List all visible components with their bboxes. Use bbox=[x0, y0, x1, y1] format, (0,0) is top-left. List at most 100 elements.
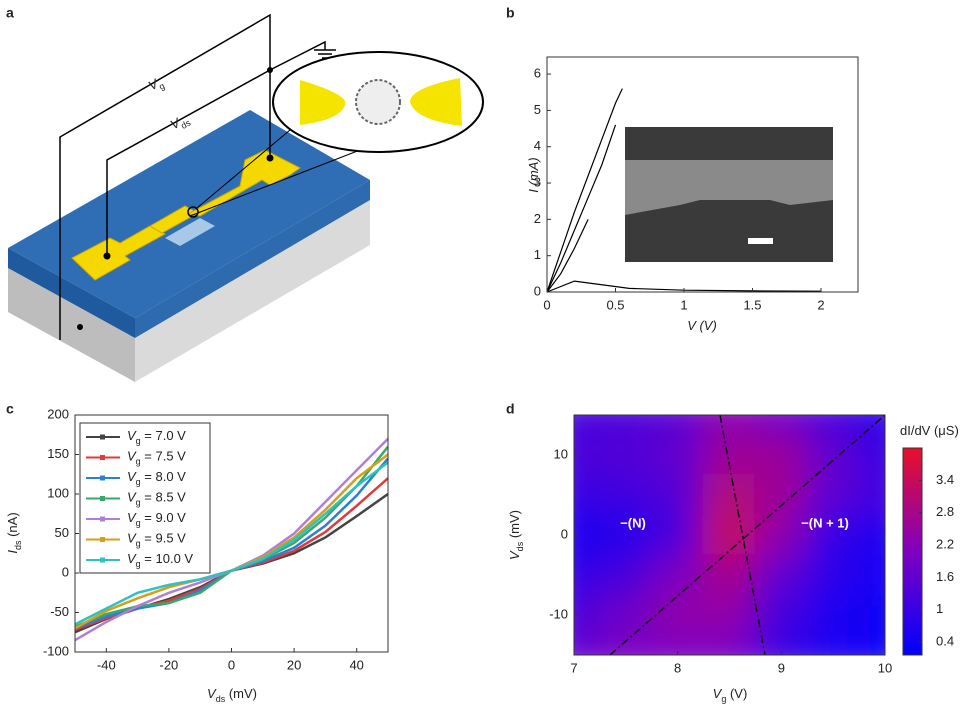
heatmap-cell bbox=[858, 474, 885, 516]
heatmap-cell bbox=[702, 415, 757, 436]
y-tick-label: -100 bbox=[43, 643, 69, 658]
heatmap-cell bbox=[574, 434, 601, 476]
inset-bridge bbox=[625, 160, 833, 215]
colorbar bbox=[902, 447, 923, 656]
heatmap-cell bbox=[598, 594, 653, 636]
guide-line bbox=[609, 415, 885, 655]
heatmap-cell bbox=[754, 554, 809, 596]
x-tick-label: 7 bbox=[570, 660, 577, 675]
data-line bbox=[74, 461, 389, 626]
y-tick-label: 10 bbox=[554, 446, 568, 461]
x-tick-label: 8 bbox=[674, 660, 681, 675]
heatmap-cell bbox=[574, 554, 601, 596]
y-tick-label: 6 bbox=[534, 66, 541, 81]
heatmap bbox=[574, 415, 885, 655]
heatmap-cell bbox=[650, 434, 705, 476]
y-axis-title: Vds (mV) bbox=[507, 510, 525, 560]
heatmap-cell bbox=[650, 554, 705, 596]
legend-label: Vg = 8.5 V bbox=[127, 490, 186, 508]
y-tick-label: 200 bbox=[47, 406, 69, 421]
legend-label: Vg = 8.0 V bbox=[127, 469, 186, 487]
heatmap-cell bbox=[598, 634, 653, 655]
colorbar-tick-label: 2.2 bbox=[936, 536, 954, 551]
heatmap-cell bbox=[574, 514, 601, 556]
x-tick-label: -40 bbox=[97, 657, 116, 672]
heatmap-cell bbox=[806, 514, 861, 556]
y-tick-label: 50 bbox=[55, 525, 69, 540]
heatmap-cell bbox=[858, 554, 885, 596]
y-tick-label: 100 bbox=[47, 485, 69, 500]
heatmap-cell bbox=[650, 594, 705, 636]
heatmap-cells bbox=[574, 415, 885, 655]
heatmap-cell bbox=[702, 474, 757, 516]
heatmap-cell bbox=[598, 434, 653, 476]
heatmap-cell bbox=[598, 415, 653, 436]
heatmap-cell bbox=[754, 415, 809, 436]
heatmap-cell bbox=[754, 474, 809, 516]
colorbar-tick-label: 3.4 bbox=[936, 472, 954, 487]
annotation: −(N) bbox=[620, 515, 646, 530]
scale-bar bbox=[748, 238, 773, 244]
data-line bbox=[546, 124, 617, 293]
heatmap-cell bbox=[702, 594, 757, 636]
heatmap-cell bbox=[598, 474, 653, 516]
heatmap-cell bbox=[754, 594, 809, 636]
heatmap-cell bbox=[650, 514, 705, 556]
panel-label: a bbox=[6, 5, 14, 21]
y-tick-label: 5 bbox=[534, 102, 541, 117]
heatmap-cell bbox=[574, 474, 601, 516]
legend-marker bbox=[100, 537, 105, 542]
heatmap-cell bbox=[702, 634, 757, 655]
x-tick-label: 40 bbox=[349, 657, 363, 672]
heatmap-cell bbox=[806, 634, 861, 655]
heatmap-cell bbox=[806, 554, 861, 596]
y-tick-label: -10 bbox=[549, 606, 568, 621]
colorbar-tick-label: 0.4 bbox=[936, 634, 954, 649]
y-tick-label: 0 bbox=[534, 283, 541, 298]
panel-b: 0 0.5 1 1.5 2 0 1 2 3 4 5 6 V (V) I (mA) bbox=[526, 56, 859, 333]
y-tick-label: 4 bbox=[534, 138, 541, 153]
colorbar-title: dI/dV (μS) bbox=[900, 423, 959, 438]
x-tick-label: 0 bbox=[543, 297, 550, 312]
heatmap-cell bbox=[754, 634, 809, 655]
heatmap-cell bbox=[858, 434, 885, 476]
data-line bbox=[546, 88, 623, 293]
guide-line bbox=[719, 415, 766, 655]
heatmap-cell bbox=[858, 634, 885, 655]
heatmap-cell bbox=[806, 594, 861, 636]
y-tick-label: -50 bbox=[50, 604, 69, 619]
x-axis-title: Vds (mV) bbox=[207, 686, 257, 704]
heatmap-cell bbox=[574, 594, 601, 636]
y-tick-label: 3 bbox=[534, 174, 541, 189]
x-tick-label: -20 bbox=[160, 657, 179, 672]
legend-label: Vg = 9.0 V bbox=[127, 510, 186, 528]
x-tick-label: 20 bbox=[287, 657, 301, 672]
plot-frame bbox=[546, 56, 859, 293]
heatmap-cell bbox=[650, 474, 705, 516]
legend-marker bbox=[100, 557, 105, 563]
y-axis-title: I (mA) bbox=[526, 157, 541, 192]
panel-d: −(N) −(N + 1) 0.4 1 1.6 2.2 2.8 3.4 dI/dV (μS) 7 8… bbox=[507, 414, 959, 704]
panel-label: b bbox=[506, 5, 515, 21]
heatmap-cell bbox=[574, 415, 601, 436]
y-tick-label: 0 bbox=[561, 526, 568, 541]
x-tick-label: 1.5 bbox=[743, 297, 761, 312]
legend-label: Vg = 7.0 V bbox=[127, 428, 186, 446]
heatmap-cell bbox=[806, 415, 861, 436]
panel-label: c bbox=[6, 401, 14, 417]
x-tick-label: 0.5 bbox=[606, 297, 624, 312]
panel-c: Vg = 7.0 V Vg = 7.5 V Vg = 8.0 V Vg = 8.5 V… bbox=[5, 406, 389, 704]
colorbar-tick-label: 1 bbox=[936, 601, 943, 616]
legend-label: Vg = 7.5 V bbox=[127, 449, 186, 467]
x-tick-label: 2 bbox=[817, 297, 824, 312]
heatmap-cell bbox=[598, 554, 653, 596]
heatmap-cell bbox=[754, 434, 809, 476]
legend-label: Vg = 9.5 V bbox=[127, 531, 186, 549]
panel-label: d bbox=[506, 401, 515, 417]
legend-marker bbox=[100, 496, 105, 501]
heatmap-cell bbox=[598, 514, 653, 556]
x-tick-label: 10 bbox=[878, 660, 892, 675]
y-tick-label: 150 bbox=[47, 446, 69, 461]
device-diagram: Vg Vds bbox=[8, 13, 484, 382]
